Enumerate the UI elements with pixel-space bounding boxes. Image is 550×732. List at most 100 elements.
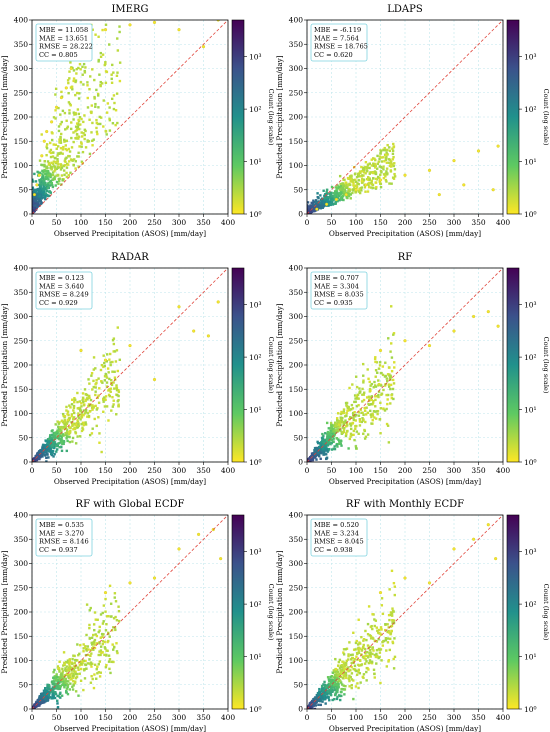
density-cell xyxy=(54,692,57,695)
density-cell xyxy=(51,693,54,697)
density-cell xyxy=(88,609,91,612)
density-cell xyxy=(53,166,57,169)
density-cell xyxy=(313,204,316,207)
density-cell xyxy=(357,432,360,435)
density-cell xyxy=(83,69,86,73)
y-tick-label: 0 xyxy=(23,210,28,219)
density-cell xyxy=(393,162,396,165)
density-cell xyxy=(59,696,62,699)
density-cell xyxy=(322,444,325,447)
density-cell xyxy=(32,210,34,214)
density-cell xyxy=(355,430,359,433)
density-cell xyxy=(98,625,101,629)
density-cell xyxy=(90,131,93,134)
density-cell xyxy=(94,404,97,408)
density-cell xyxy=(70,403,74,406)
density-cell xyxy=(60,90,63,94)
density-cell xyxy=(102,354,105,357)
density-cell xyxy=(69,171,72,174)
density-cell xyxy=(91,68,94,71)
y-tick-label: 250 xyxy=(14,88,29,97)
density-cell xyxy=(343,178,346,182)
density-cell xyxy=(363,409,367,412)
density-cell xyxy=(96,94,100,97)
density-cell xyxy=(99,649,103,652)
density-cell xyxy=(69,674,72,678)
density-cell xyxy=(50,680,54,684)
outlier-point xyxy=(476,149,481,153)
density-cell xyxy=(335,443,338,447)
density-cell xyxy=(56,702,59,705)
density-cell xyxy=(77,137,80,140)
density-cell xyxy=(45,153,48,157)
density-cell xyxy=(42,189,45,192)
density-cell xyxy=(48,447,52,451)
density-cell xyxy=(309,210,312,214)
density-cell xyxy=(42,180,46,183)
density-cell xyxy=(99,368,103,372)
density-cell xyxy=(48,445,51,448)
y-tick-label: 0 xyxy=(23,458,28,467)
density-cell xyxy=(358,387,361,390)
density-cell xyxy=(360,179,364,182)
y-tick-label: 50 xyxy=(18,680,28,689)
density-cell xyxy=(356,397,359,400)
colorbar-tick-label: 10⁰ xyxy=(249,210,262,219)
density-cell xyxy=(390,342,393,345)
density-cell xyxy=(58,152,61,155)
density-cell xyxy=(39,202,43,205)
density-cell xyxy=(61,433,65,436)
density-cell xyxy=(65,430,69,434)
density-cell xyxy=(103,405,107,408)
density-cell xyxy=(87,405,90,408)
y-tick-label: 50 xyxy=(293,433,303,442)
colorbar-tick-label: 10² xyxy=(524,353,537,362)
density-cell xyxy=(43,453,47,456)
density-cell xyxy=(335,187,339,190)
density-cell xyxy=(92,385,95,389)
density-cell xyxy=(72,131,75,134)
density-cell xyxy=(81,396,85,399)
density-cell xyxy=(108,584,112,588)
density-cell xyxy=(68,112,71,115)
density-cell xyxy=(97,35,100,38)
density-cell xyxy=(338,423,341,426)
density-cell xyxy=(365,670,368,674)
density-cell xyxy=(385,155,388,158)
stats-line: CC = 0.929 xyxy=(39,299,78,307)
density-cell xyxy=(108,658,112,661)
density-cell xyxy=(318,206,321,210)
density-cell xyxy=(314,456,317,459)
x-tick-label: 0 xyxy=(30,713,35,722)
density-cell xyxy=(38,699,41,702)
outlier-point xyxy=(219,557,223,561)
density-cell xyxy=(350,408,353,411)
x-axis-label: Observed Precipitation (ASOS) [mm/day] xyxy=(54,229,206,238)
density-cell xyxy=(334,193,338,196)
density-cell xyxy=(63,674,67,677)
density-cell xyxy=(109,671,112,675)
x-tick-label: 0 xyxy=(305,466,310,475)
outlier-point xyxy=(437,193,441,197)
stats-box-frame xyxy=(35,23,93,62)
density-cell xyxy=(58,660,61,663)
density-cell xyxy=(99,51,102,55)
density-cell xyxy=(348,386,351,390)
density-cell xyxy=(374,369,378,372)
density-cell xyxy=(383,160,386,163)
density-cell xyxy=(77,423,80,426)
density-cell xyxy=(113,592,117,595)
density-cell xyxy=(64,431,67,435)
density-cell xyxy=(98,629,101,632)
density-cell xyxy=(97,630,100,634)
density-cell xyxy=(113,626,117,629)
density-cell xyxy=(79,662,83,665)
scatter-points xyxy=(307,142,500,214)
density-cell xyxy=(368,178,371,181)
density-cell xyxy=(80,131,83,134)
density-cell xyxy=(88,396,91,400)
density-cell xyxy=(76,155,79,158)
density-cell xyxy=(325,188,329,191)
density-cell xyxy=(103,63,106,67)
